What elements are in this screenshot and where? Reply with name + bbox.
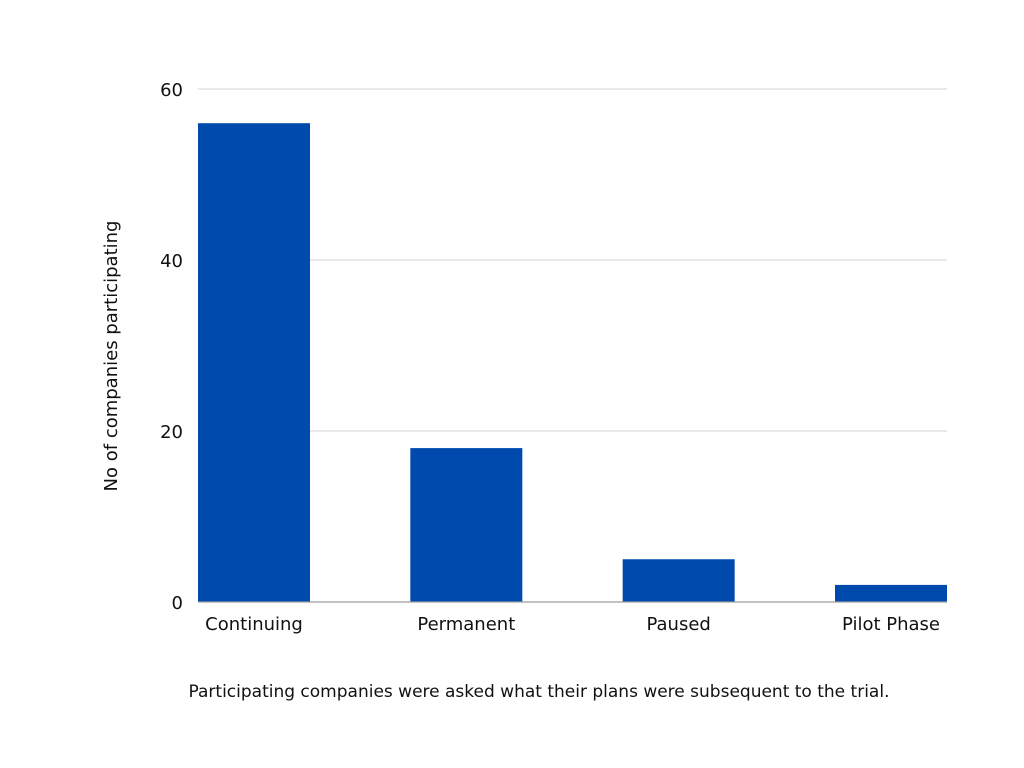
y-tick-label: 60	[160, 80, 183, 101]
x-axis-ticks: Continuing Permanent Paused Pilot Phase	[205, 614, 940, 635]
bar-permanent	[410, 448, 523, 602]
y-tick-label: 20	[160, 422, 183, 443]
bar-continuing	[198, 123, 310, 602]
x-tick-label: Paused	[646, 614, 710, 635]
x-tick-label: Pilot Phase	[842, 614, 940, 635]
y-axis-title: No of companies participating	[101, 221, 122, 492]
y-tick-label: 0	[172, 593, 183, 614]
bar-paused	[622, 559, 735, 602]
gridlines	[198, 88, 947, 432]
y-axis-ticks: 0 20 40 60	[160, 80, 183, 614]
bar-pilot-phase	[835, 584, 947, 602]
chart-caption: Participating companies were asked what …	[189, 682, 890, 702]
y-tick-label: 40	[160, 251, 183, 272]
x-tick-label: Permanent	[417, 614, 515, 635]
bars	[198, 123, 947, 602]
x-tick-label: Continuing	[205, 614, 303, 635]
